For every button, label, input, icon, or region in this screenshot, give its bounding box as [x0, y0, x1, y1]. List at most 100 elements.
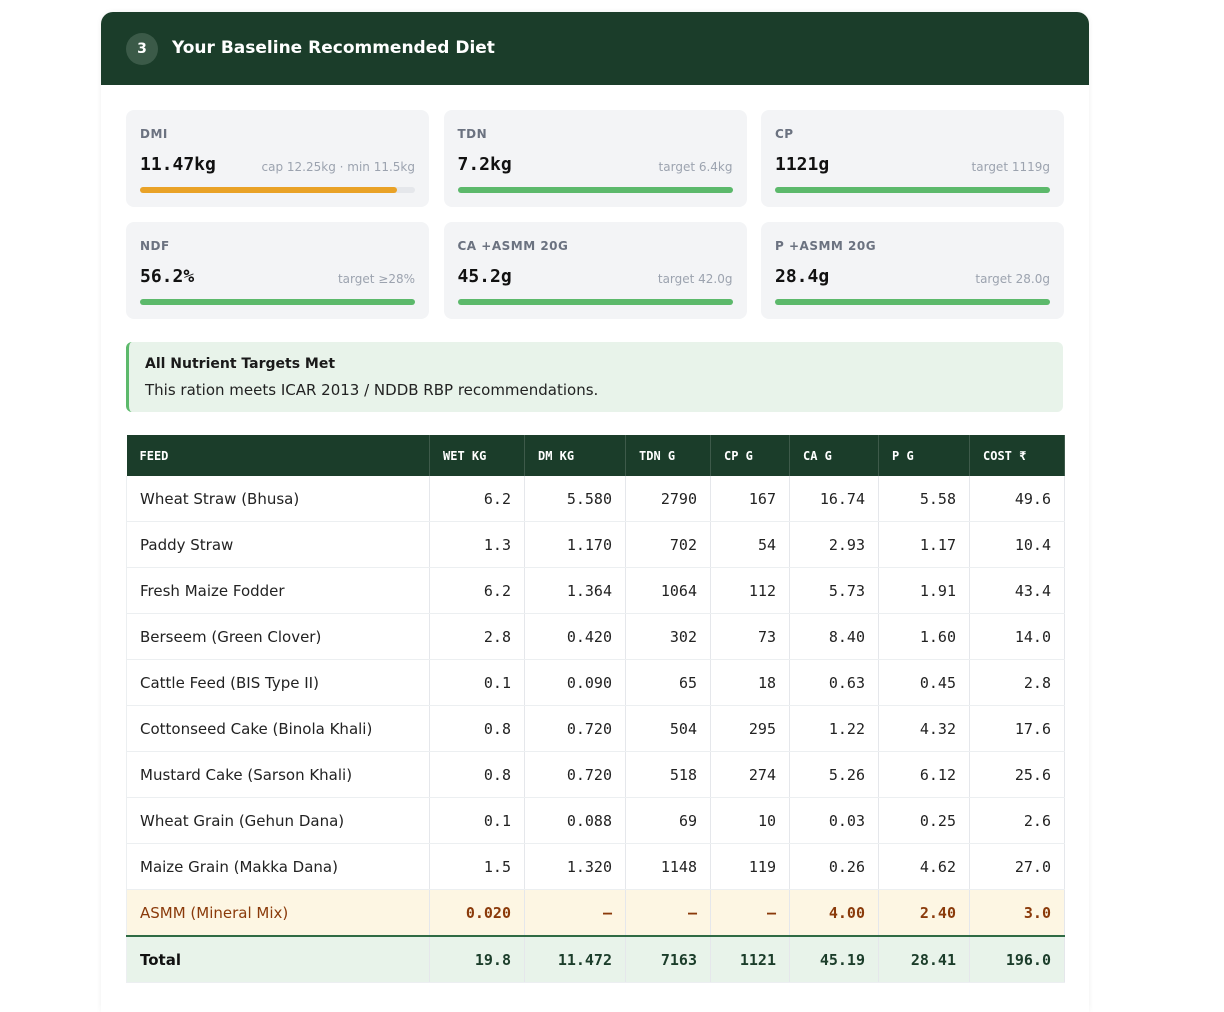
cell: 2.6: [969, 797, 1065, 844]
column-header: WET KG: [429, 435, 525, 476]
cell: 49.6: [969, 476, 1065, 522]
cell: 4.62: [878, 843, 970, 890]
column-header: CA G: [789, 435, 879, 476]
feed-row: Cottonseed Cake (Binola Khali) 0.8 0.720 50…: [126, 705, 1065, 752]
column-header: CP G: [710, 435, 790, 476]
progress-bar: [457, 299, 733, 305]
cell: 0.26: [789, 843, 879, 890]
feed-row: Mustard Cake (Sarson Khali) 0.8 0.720 518 27…: [126, 751, 1065, 798]
metric-card: DMI 11.47kg cap 12.25kg · min 11.5kg: [126, 110, 429, 207]
cell: Paddy Straw: [126, 521, 430, 568]
step-badge: 3: [126, 33, 158, 65]
cell: 0.020: [429, 889, 525, 937]
cell: Mustard Cake (Sarson Khali): [126, 751, 430, 798]
progress-bar: [775, 299, 1050, 305]
cell: 1.3: [429, 521, 525, 568]
cell: 518: [625, 751, 711, 798]
diet-card: 3 Your Baseline Recommended Diet DMI 11.4…: [101, 12, 1089, 1012]
cell: —: [710, 889, 790, 937]
cell: 196.0: [969, 935, 1065, 983]
progress-fill: [775, 299, 1050, 305]
metric-label: DMI: [140, 127, 168, 141]
cell: 4.32: [878, 705, 970, 752]
cell: 27.0: [969, 843, 1065, 890]
cell: Berseem (Green Clover): [126, 613, 430, 660]
cell: 0.25: [878, 797, 970, 844]
alert: All Nutrient Targets Met This ration mee…: [126, 342, 1063, 412]
progress-fill: [457, 299, 733, 305]
cell: 5.26: [789, 751, 879, 798]
column-header: P G: [878, 435, 970, 476]
cell: 5.580: [524, 476, 626, 522]
cell: 73: [710, 613, 790, 660]
cell: Total: [126, 935, 430, 983]
cell: —: [524, 889, 626, 937]
card-header: 3 Your Baseline Recommended Diet: [101, 12, 1089, 85]
feed-row: Paddy Straw 1.3 1.170 702 54 2.93 1.17 10.4: [126, 521, 1065, 568]
cell: 3.0: [969, 889, 1065, 937]
alert-text: This ration meets ICAR 2013 / NDDB RBP r…: [145, 381, 599, 399]
cell: 1064: [625, 567, 711, 614]
metric-card: P +ASMM 20G 28.4g target 28.0g: [761, 222, 1064, 319]
cell: 1.60: [878, 613, 970, 660]
column-header: FEED: [126, 435, 430, 476]
metric-note: target 28.0g: [975, 272, 1050, 286]
cell: 112: [710, 567, 790, 614]
metric-card: NDF 56.2% target ≥28%: [126, 222, 429, 319]
cell: 54: [710, 521, 790, 568]
feed-row: Wheat Grain (Gehun Dana) 0.1 0.088 69 10 0.03…: [126, 797, 1065, 844]
cell: 5.58: [878, 476, 970, 522]
cell: 1.5: [429, 843, 525, 890]
cell: 0.8: [429, 705, 525, 752]
cell: 0.420: [524, 613, 626, 660]
cell: ASMM (Mineral Mix): [126, 889, 430, 937]
cell: —: [625, 889, 711, 937]
cell: Cottonseed Cake (Binola Khali): [126, 705, 430, 752]
cell: 0.45: [878, 659, 970, 706]
cell: 2.40: [878, 889, 970, 937]
metric-value: 56.2%: [140, 266, 195, 287]
progress-fill: [457, 187, 733, 193]
cell: 28.41: [878, 935, 970, 983]
cell: 43.4: [969, 567, 1065, 614]
column-header: COST ₹: [969, 435, 1065, 476]
metric-value: 28.4g: [775, 266, 830, 287]
feed-row: Fresh Maize Fodder 6.2 1.364 1064 112 5.73 1.9…: [126, 567, 1065, 614]
cell: 69: [625, 797, 711, 844]
cell: 0.090: [524, 659, 626, 706]
metric-value: 1121g: [775, 154, 830, 175]
progress-bar: [775, 187, 1050, 193]
metric-note: cap 12.25kg · min 11.5kg: [261, 160, 415, 174]
cell: 1.170: [524, 521, 626, 568]
cell: 167: [710, 476, 790, 522]
metric-note: target 1119g: [971, 160, 1050, 174]
metric-value: 45.2g: [457, 266, 512, 287]
progress-bar: [140, 299, 415, 305]
alert-title: All Nutrient Targets Met: [145, 356, 336, 372]
progress-fill: [775, 187, 1050, 193]
cell: 16.74: [789, 476, 879, 522]
cell: 119: [710, 843, 790, 890]
column-header: DM KG: [524, 435, 626, 476]
cell: 65: [625, 659, 711, 706]
cell: 4.00: [789, 889, 879, 937]
cell: Cattle Feed (BIS Type II): [126, 659, 430, 706]
cell: 0.720: [524, 705, 626, 752]
cell: 1.17: [878, 521, 970, 568]
cell: 0.63: [789, 659, 879, 706]
cell: 6.12: [878, 751, 970, 798]
cell: 0.720: [524, 751, 626, 798]
cell: 1.22: [789, 705, 879, 752]
cell: 295: [710, 705, 790, 752]
metric-value: 11.47kg: [140, 154, 216, 175]
metric-card: CP 1121g target 1119g: [761, 110, 1064, 207]
progress-bar: [140, 187, 415, 193]
cell: Wheat Grain (Gehun Dana): [126, 797, 430, 844]
total-row: Total 19.8 11.472 7163 1121 45.19 28.41 196.0: [126, 935, 1065, 983]
cell: 5.73: [789, 567, 879, 614]
metric-label: NDF: [140, 239, 170, 253]
metric-note: target ≥28%: [337, 272, 415, 286]
cell: 14.0: [969, 613, 1065, 660]
